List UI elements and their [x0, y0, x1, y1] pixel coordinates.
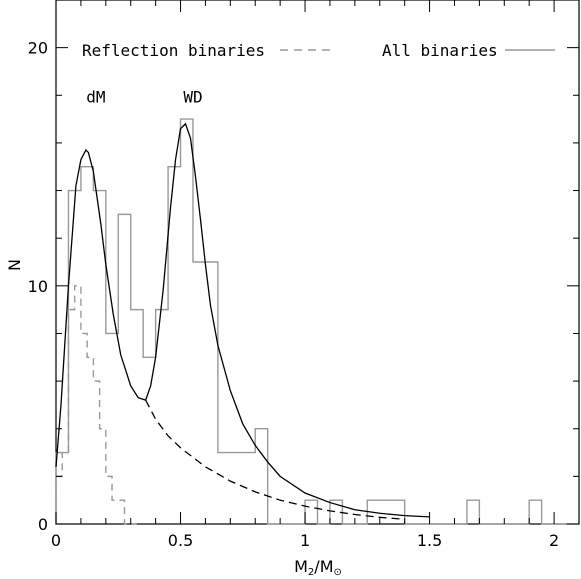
plot-frame: [55, 0, 580, 525]
x-tick-label: 0.5: [168, 531, 193, 550]
annotation-wd: WD: [183, 87, 202, 106]
histogram-all-binaries: [55, 118, 567, 525]
x-tick-label: 1: [300, 531, 310, 550]
x-tick-label: 1.5: [417, 531, 442, 550]
y-tick-label: 0: [38, 515, 48, 534]
y-axis-title: N: [5, 259, 24, 271]
annotation-dm: dM: [86, 87, 105, 106]
fit-total-curve: [55, 122, 430, 518]
x-axis-title-m: M: [294, 557, 308, 576]
fit-curve-layer: [55, 122, 430, 520]
fit-dM-curve: [145, 399, 405, 520]
x-axis-title-mid: /M: [314, 557, 333, 576]
histogram-layer: [55, 118, 567, 525]
y-tick-label: 10: [28, 277, 48, 296]
x-tick-label: 0: [51, 531, 61, 550]
x-axis-title-sub1: 2: [308, 567, 314, 578]
legend-label-reflection: Reflection binaries: [82, 41, 265, 60]
x-axis-title-sub2: ⊙: [334, 567, 342, 578]
y-tick-label: 20: [28, 39, 48, 58]
x-tick-label: 2: [549, 531, 559, 550]
legend-label-all: All binaries: [382, 41, 498, 60]
x-axis-title: M2/M⊙: [294, 557, 342, 578]
